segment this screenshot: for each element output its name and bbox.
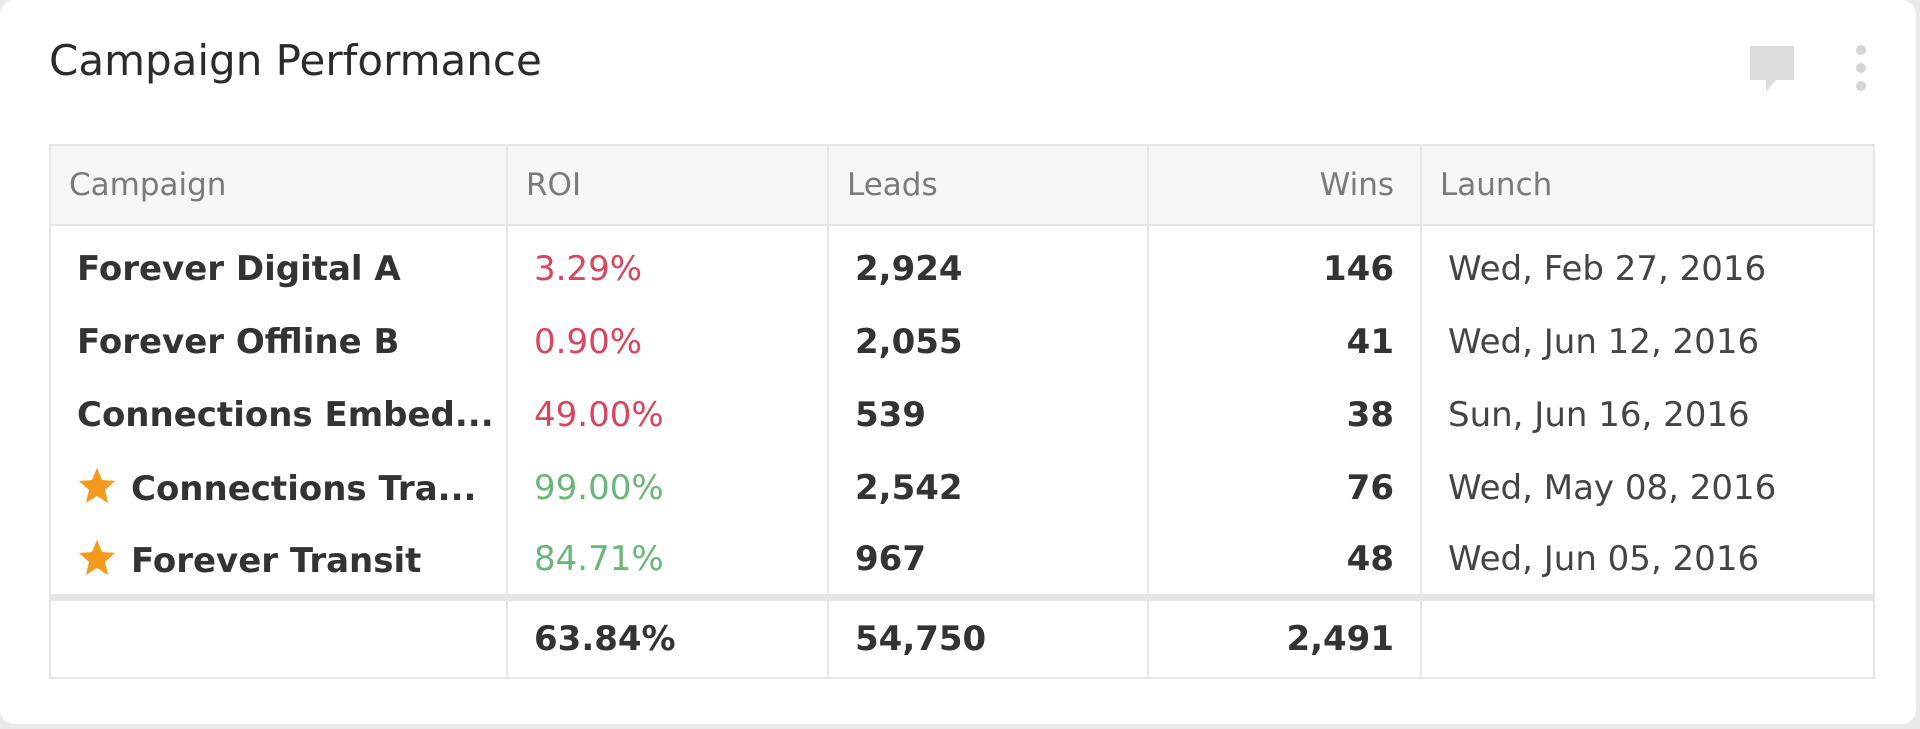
menu-button[interactable]	[1856, 45, 1866, 91]
favorite-star[interactable]	[77, 466, 117, 506]
launch-date: Sun, Jun 16, 2016	[1448, 394, 1750, 435]
campaign-name: Forever Digital A	[77, 248, 401, 289]
widget-title: Campaign Performance	[49, 36, 542, 85]
campaign-row[interactable]: Forever Digital A 3.29% 2,924 146 Wed, Feb 2…	[49, 225, 1875, 305]
wins: 76	[1346, 467, 1394, 508]
cell: 76	[1147, 451, 1422, 524]
action-icons	[1750, 45, 1866, 92]
cell: 38	[1147, 378, 1422, 451]
wins: 48	[1346, 539, 1394, 579]
launch-date: Wed, Jun 12, 2016	[1448, 321, 1760, 362]
campaign-row[interactable]: Forever Offline B 0.90% 2,055 41 Wed, Jun 12…	[49, 305, 1875, 378]
campaign-name: Connections Embed...	[77, 394, 494, 435]
column-header[interactable]: Campaign	[49, 144, 508, 226]
cell: Wed, May 08, 2016	[1420, 451, 1875, 524]
launch-date: Wed, May 08, 2016	[1448, 467, 1777, 508]
campaign-row[interactable]: Forever Transit 84.71% 967 48 Wed, Jun 05, 2…	[49, 524, 1875, 598]
leads: 539	[855, 394, 926, 435]
cell: 146	[1147, 225, 1422, 305]
cell	[1420, 594, 1875, 679]
cell: Forever Offline B	[49, 305, 508, 378]
cell: Sun, Jun 16, 2016	[1420, 378, 1875, 451]
wins: 146	[1323, 248, 1394, 289]
roi: 49.00%	[534, 394, 664, 435]
campaign-name: Forever Offline B	[77, 321, 400, 362]
widget-actions	[1746, 42, 1876, 100]
cell: 539	[827, 378, 1149, 451]
cell: 41	[1147, 305, 1422, 378]
total-roi: 63.84%	[506, 594, 829, 679]
cell: 0.90%	[506, 305, 829, 378]
comment-button[interactable]	[1750, 46, 1794, 92]
campaign-name: Connections Tra...	[131, 469, 477, 509]
leads: 2,542	[855, 467, 963, 508]
roi: 84.71%	[534, 539, 664, 579]
header-row: Campaign ROI Leads Wins Launch	[49, 144, 1875, 226]
column-header[interactable]: Leads	[827, 144, 1149, 226]
cell: 2,924	[827, 225, 1149, 305]
totals-row: 63.84% 54,750 2,491	[49, 594, 1875, 679]
cell: 3.29%	[506, 225, 829, 305]
cell: 84.71%	[506, 524, 829, 598]
cell: Forever Digital A	[49, 225, 508, 305]
leads: 2,055	[855, 321, 963, 362]
cell: 49.00%	[506, 378, 829, 451]
roi: 3.29%	[534, 248, 643, 289]
cell: Connections Embed...	[49, 378, 508, 451]
column-header[interactable]: Wins	[1147, 144, 1422, 226]
cell: Wed, Jun 05, 2016	[1420, 524, 1875, 598]
cell: 967	[827, 524, 1149, 598]
wins: 41	[1346, 321, 1394, 362]
cell	[49, 594, 508, 679]
campaign-table: Campaign ROI Leads Wins Launch Forever D…	[49, 144, 1875, 679]
leads: 2,924	[855, 248, 963, 289]
column-header[interactable]: Launch	[1420, 144, 1875, 226]
favorite-star[interactable]	[77, 538, 117, 578]
cell: Forever Transit	[49, 524, 508, 598]
total-leads: 54,750	[827, 594, 1149, 679]
cell: Connections Tra...	[49, 451, 508, 524]
cell: 99.00%	[506, 451, 829, 524]
campaign-row[interactable]: Connections Embed... 49.00% 539 38 Sun, Jun …	[49, 378, 1875, 451]
roi: 99.00%	[534, 467, 664, 508]
leads: 967	[855, 539, 926, 579]
total-wins: 2,491	[1147, 594, 1422, 679]
cell: Wed, Jun 12, 2016	[1420, 305, 1875, 378]
launch-date: Wed, Jun 05, 2016	[1448, 539, 1760, 579]
cell: 2,055	[827, 305, 1149, 378]
wins: 38	[1346, 394, 1394, 435]
campaign-name: Forever Transit	[131, 540, 422, 581]
cell: 48	[1147, 524, 1422, 598]
campaign-row[interactable]: Connections Tra... 99.00% 2,542 76 Wed, May …	[49, 451, 1875, 524]
column-header[interactable]: ROI	[506, 144, 829, 226]
cell: 2,542	[827, 451, 1149, 524]
roi: 0.90%	[534, 321, 643, 362]
launch-date: Wed, Feb 27, 2016	[1448, 248, 1767, 289]
cell: Wed, Feb 27, 2016	[1420, 225, 1875, 305]
